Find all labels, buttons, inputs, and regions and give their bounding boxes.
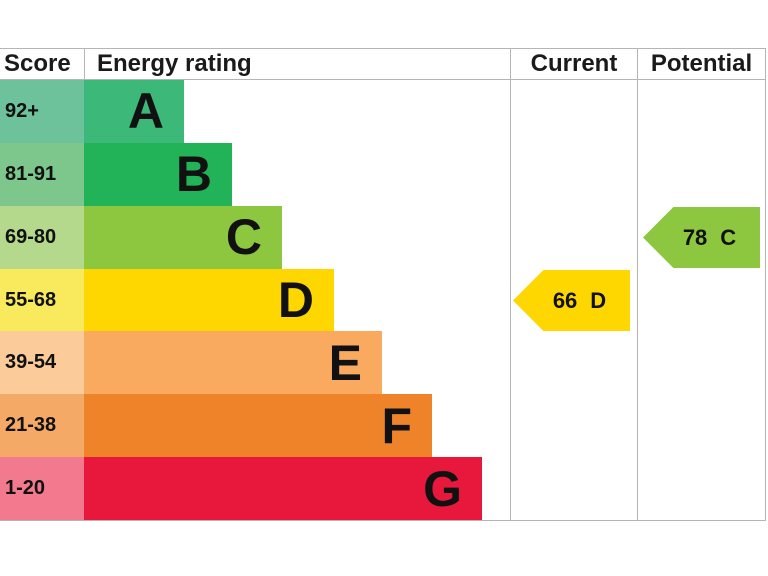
rating-row-c: 69-80 C — [0, 205, 510, 269]
rating-row-g: 1-20 G — [0, 457, 510, 521]
energy-rating-header: Energy rating — [97, 50, 252, 77]
score-range-cell: 81-91 — [0, 142, 84, 206]
rating-bar-d: D — [84, 268, 334, 332]
table-bottom-border — [0, 520, 766, 521]
score-range-cell: 69-80 — [0, 205, 84, 269]
rating-bar-b: B — [84, 142, 232, 206]
potential-rating-marker: 78 C — [643, 207, 760, 268]
current-score-value: 66 — [552, 287, 578, 313]
rating-rows: 92+ A 81-91 B 69-80 C 55-68 D 39-54 E 21… — [0, 80, 510, 521]
table-top-border — [0, 48, 766, 49]
score-column-separator — [84, 48, 85, 80]
potential-rating-letter: C — [720, 224, 737, 250]
rating-bar-a: A — [84, 80, 184, 143]
potential-header: Potential — [650, 50, 753, 77]
score-header: Score — [4, 50, 71, 77]
rating-row-f: 21-38 F — [0, 394, 510, 458]
rating-row-d: 55-68 D — [0, 268, 510, 332]
table-right-border — [765, 48, 766, 520]
score-range-cell: 39-54 — [0, 331, 84, 395]
rating-bar-f: F — [84, 394, 432, 458]
current-column-separator — [510, 48, 511, 520]
potential-score-value: 78 — [682, 224, 708, 250]
rating-bar-e: E — [84, 331, 382, 395]
rating-row-b: 81-91 B — [0, 142, 510, 206]
current-rating-letter: D — [590, 287, 607, 313]
score-range-cell: 21-38 — [0, 394, 84, 458]
current-header: Current — [530, 50, 618, 77]
rating-row-a: 92+ A — [0, 80, 510, 143]
rating-row-e: 39-54 E — [0, 331, 510, 395]
score-range-cell: 92+ — [0, 80, 84, 143]
rating-bar-g: G — [84, 457, 482, 521]
score-range-cell: 1-20 — [0, 457, 84, 521]
score-range-cell: 55-68 — [0, 268, 84, 332]
potential-column-separator — [637, 48, 638, 520]
current-rating-marker: 66 D — [513, 270, 630, 331]
rating-bar-c: C — [84, 205, 282, 269]
header-bottom-border — [0, 79, 766, 80]
